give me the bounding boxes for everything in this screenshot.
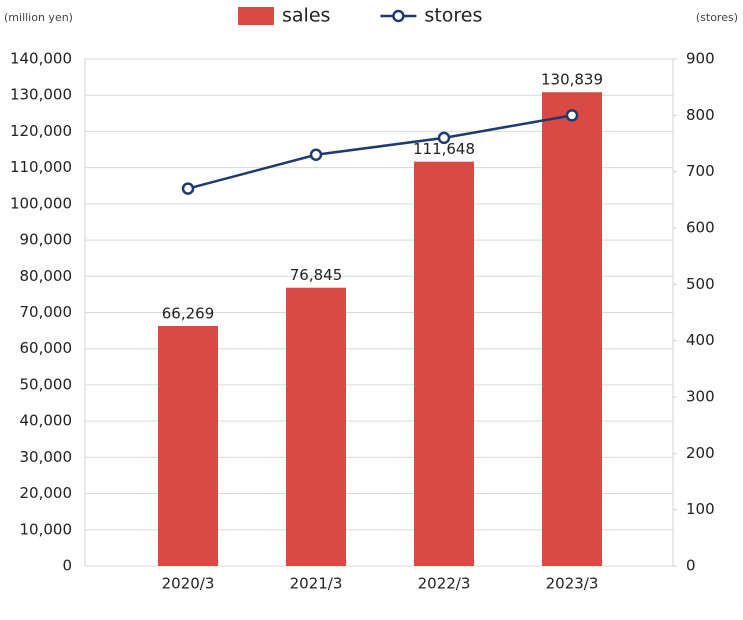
y2-axis-label: (stores) (696, 11, 738, 24)
value-label: 130,839 (541, 71, 603, 89)
marker (181, 182, 195, 195)
y-tick-label: 130,000 (10, 86, 72, 104)
y2-tick-label: 100 (686, 500, 715, 518)
legend-label: stores (424, 5, 482, 27)
marker (437, 131, 451, 145)
y-tick-label: 90,000 (20, 231, 73, 249)
y-tick-label: 140,000 (10, 50, 72, 68)
value-label: 76,845 (290, 266, 343, 284)
value-label: 66,269 (162, 305, 215, 323)
y-tick-label: 110,000 (10, 158, 72, 176)
y-tick-label: 100,000 (10, 194, 72, 212)
y-tick-label: 50,000 (20, 375, 73, 393)
y2-tick-label: 400 (686, 331, 715, 349)
marker (565, 109, 579, 122)
x-tick-label: 2022/3 (418, 575, 471, 593)
y-tick-label: 70,000 (20, 303, 73, 321)
line (187, 114, 573, 190)
y2-tick-label: 0 (686, 557, 696, 575)
y-tick-label: 40,000 (20, 412, 73, 430)
y-tick-label: 30,000 (20, 448, 73, 466)
legend-marker (392, 9, 405, 23)
x-tick-label: 2023/3 (546, 575, 599, 593)
y-tick-label: 20,000 (20, 484, 73, 502)
y-tick-label: 60,000 (20, 339, 73, 357)
legend-label: sales (282, 5, 330, 27)
y-axis-label: (million yen) (4, 11, 73, 24)
bar (158, 326, 218, 566)
marker (309, 148, 323, 162)
y-tick-label: 10,000 (20, 520, 73, 538)
y2-tick-label: 800 (686, 106, 715, 124)
bar (414, 161, 474, 566)
y-tick-label: 80,000 (20, 267, 73, 285)
y-tick-label: 0 (62, 557, 72, 575)
legend: sales stores (238, 5, 482, 27)
x-tick-label: 2020/3 (162, 575, 215, 593)
y-tick-label: 120,000 (10, 122, 72, 140)
bar (542, 92, 602, 566)
x-tick-label: 2021/3 (290, 575, 343, 593)
bar (286, 287, 346, 566)
y2-tick-label: 700 (686, 162, 715, 180)
y2-tick-label: 200 (686, 444, 715, 462)
y2-tick-label: 500 (686, 275, 715, 293)
value-label: 111,648 (413, 140, 475, 158)
y2-tick-label: 600 (686, 219, 715, 237)
y2-tick-label: 300 (686, 388, 715, 406)
y2-tick-label: 900 (686, 50, 715, 68)
legend-swatch (238, 7, 274, 25)
